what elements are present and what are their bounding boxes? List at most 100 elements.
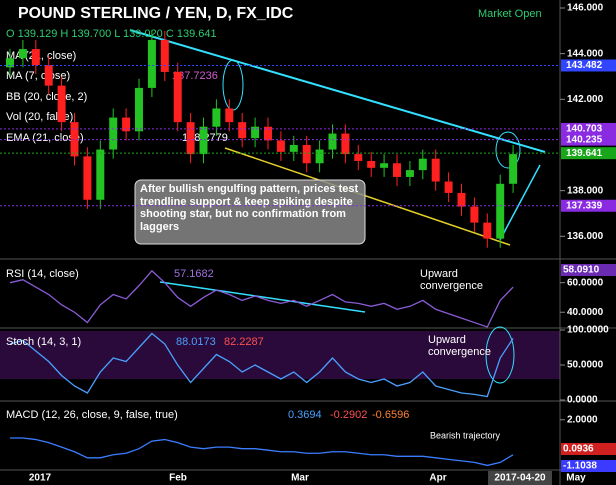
candle-body [444, 181, 453, 193]
candle-body [18, 49, 27, 59]
price-badge [561, 59, 616, 72]
price-badge-label: 140.703 [566, 124, 603, 135]
candle-body [6, 58, 14, 68]
price-badge [561, 133, 616, 146]
candle-body [70, 122, 79, 157]
x-tick-label: Feb [169, 473, 187, 484]
y-tick-label: 60.0000 [567, 277, 604, 288]
note: Upward convergence [420, 268, 483, 292]
price-badge [561, 147, 616, 160]
x-tick-label: Mar [291, 473, 309, 484]
x-tick-label: 2017 [29, 473, 52, 484]
note-text: Upward convergence [428, 334, 491, 358]
candle-body [483, 222, 492, 239]
y-tick-label: 2.0000 [567, 414, 598, 425]
indicator: MA (7, close) [6, 70, 70, 82]
note-text: After bullish engulfing pattern, prices … [140, 183, 359, 233]
price-badge [561, 199, 616, 212]
badge-label: 0.0936 [563, 444, 594, 455]
candle-body [44, 65, 53, 86]
candle-body [147, 39, 156, 88]
candle-body [251, 126, 260, 139]
arrow [159, 281, 366, 313]
price-badge-label: 139.641 [566, 148, 603, 159]
badge [561, 264, 616, 276]
status: Market Open [478, 8, 542, 20]
price-badge-label: 137.339 [566, 200, 603, 211]
badge [561, 460, 616, 472]
candle-body [173, 71, 182, 123]
indicator-value: 57.1682 [174, 268, 214, 280]
candle-body [418, 158, 427, 171]
x-tick-label: Apr [429, 473, 446, 484]
candle-body [199, 126, 208, 155]
ellipse [485, 326, 515, 384]
ellipse [495, 131, 521, 169]
note-box [134, 179, 366, 245]
candle-body [264, 126, 272, 141]
y-tick-label: 146.000 [567, 3, 604, 14]
candle-body [405, 170, 414, 177]
candle-body [393, 163, 401, 177]
price-badge-label: 143.482 [566, 60, 603, 71]
candle-body [302, 144, 311, 164]
indicator-line [9, 269, 514, 328]
note: After bullish engulfing pattern, prices … [140, 183, 359, 233]
y-tick-label: 144.000 [567, 48, 604, 59]
trendline [129, 29, 546, 153]
indicator-value: -0.6596 [372, 409, 409, 421]
candle-body [496, 183, 505, 239]
badge-label: -1.1038 [563, 461, 597, 472]
candle-body [135, 87, 143, 132]
price-badge [561, 122, 616, 135]
ohlc: O 139.129 H 139.700 L 139.020 C 139.641 [6, 28, 217, 40]
candle-body [315, 149, 324, 164]
title: POUND STERLING / YEN, D, FX_IDC [18, 5, 294, 22]
y-tick-label: 100.0000 [567, 325, 609, 336]
candle-body [509, 154, 518, 184]
y-tick-label: 50.0000 [567, 360, 604, 371]
candle-body [354, 154, 363, 161]
candle-body [341, 133, 350, 155]
indicator-value: 137.7236 [172, 70, 218, 82]
indicator-name: Stoch (14, 3, 1) [6, 336, 81, 348]
y-tick-label: 40.0000 [567, 307, 604, 318]
candle-body [96, 149, 105, 200]
candle-body [31, 49, 40, 66]
note-text: Bearish trajectory [430, 430, 501, 440]
date-badge [488, 471, 552, 485]
y-tick-label: 136.000 [567, 231, 604, 242]
indicator-line [10, 437, 514, 467]
indicator: Vol (20, false) [6, 111, 73, 123]
y-tick-label: 138.000 [567, 185, 604, 196]
candle-body [225, 108, 234, 123]
price-badge-label: 140.235 [566, 134, 603, 145]
candle-body [212, 108, 221, 127]
indicator-value: 82.2287 [224, 336, 264, 348]
candle-body [122, 117, 131, 132]
candle-body [457, 192, 466, 207]
x-tick-label: 2017-04-20 [494, 473, 546, 484]
candle-body [160, 39, 169, 72]
candle-body [109, 117, 118, 150]
indicator: EMA (21, close) [6, 132, 84, 144]
y-tick-label: 0.0000 [567, 395, 598, 406]
candle-body [57, 85, 66, 123]
indicator-value: 88.0173 [176, 336, 216, 348]
candle-body [431, 158, 440, 182]
candle-body [380, 163, 389, 168]
support-line [224, 147, 511, 246]
y-tick-label: 142.000 [567, 94, 604, 105]
indicator-value: 0.3694 [288, 409, 322, 421]
candle-body [186, 122, 195, 155]
indicator: MA (21, close) [6, 50, 76, 62]
candle-body [328, 133, 337, 150]
note-text: Upward convergence [420, 268, 483, 292]
candle-body [367, 160, 376, 168]
candle-body [276, 140, 285, 152]
arrow [499, 164, 541, 241]
indicator-name: MACD (12, 26, close, 9, false, true) [6, 409, 178, 421]
candle-body [289, 144, 298, 152]
indicator-line [9, 332, 514, 398]
